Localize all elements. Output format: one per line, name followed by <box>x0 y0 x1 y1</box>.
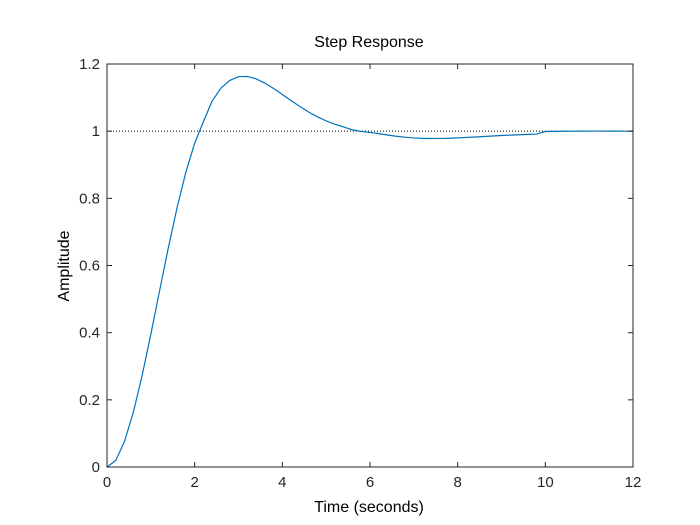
x-tick-label: 8 <box>453 474 461 491</box>
y-tick-label: 1.2 <box>79 56 100 73</box>
x-tick-label: 2 <box>190 474 198 491</box>
x-tick-label: 4 <box>278 474 286 491</box>
series-line-0 <box>106 75 634 468</box>
plot-area <box>107 64 633 467</box>
y-tick-label: 0.2 <box>79 392 100 409</box>
x-tick-label: 12 <box>625 474 642 491</box>
x-axis-label: Time (seconds) <box>314 499 424 516</box>
x-tick-label: 0 <box>103 474 111 491</box>
y-axis-label: Amplitude <box>56 230 73 301</box>
y-tick-label: 1 <box>92 123 100 140</box>
y-tick-label: 0 <box>92 459 100 476</box>
y-tick-label: 0.6 <box>79 258 100 275</box>
x-tick-label: 10 <box>537 474 554 491</box>
x-tick-label: 6 <box>366 474 374 491</box>
y-tick-label: 0.8 <box>79 190 100 207</box>
chart-title: Step Response <box>314 34 424 51</box>
y-tick-label: 0.4 <box>79 325 100 342</box>
